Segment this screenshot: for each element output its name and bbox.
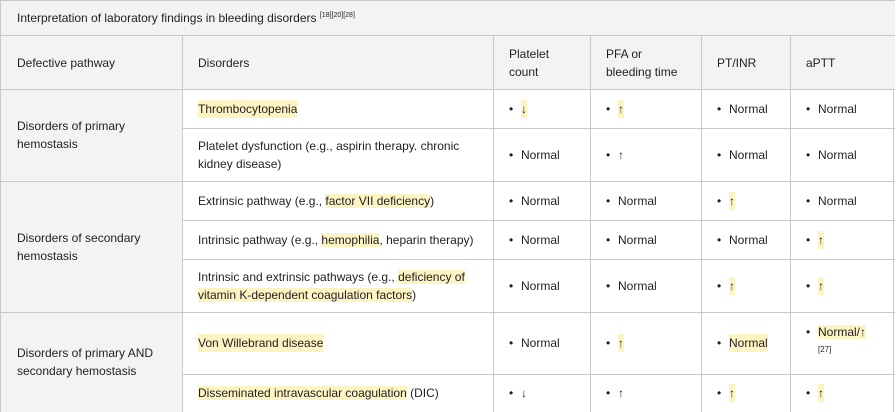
header-platelet-count: Platelet count xyxy=(493,36,590,89)
disorder-intrinsic-pathway: Intrinsic pathway (e.g., hemophilia, hep… xyxy=(198,232,474,247)
column-divider xyxy=(182,36,183,412)
vwd-platelet-count: • Normal xyxy=(509,336,560,350)
row-divider xyxy=(1,181,895,182)
both-pt-inr: • ↑ xyxy=(717,276,735,295)
table-caption: Interpretation of laboratory findings in… xyxy=(1,0,895,36)
vwd-aptt-reference[interactable]: [27] xyxy=(818,345,832,354)
group-primary-hemostasis: Disorders of primary hemostasis xyxy=(1,89,182,181)
vwd-aptt: • Normal/↑ [27] xyxy=(790,312,895,374)
thrombo-pfa: • ↑ xyxy=(606,99,624,118)
disorder-von-willebrand: Von Willebrand disease xyxy=(182,312,493,374)
dic-aptt: • ↑ xyxy=(806,384,824,402)
vwd-pfa: • ↑ xyxy=(606,334,624,352)
disorder-dic: Disseminated intravascular coagulation (… xyxy=(198,386,439,400)
thrombo-pt-inr: • Normal xyxy=(717,101,768,116)
both-pfa: • Normal xyxy=(606,278,657,293)
platelet-dys-pt-inr: • Normal xyxy=(717,147,768,162)
row-divider xyxy=(182,259,895,260)
header-aptt: aPTT xyxy=(790,36,895,89)
header-pfa-bleeding-time: PFA or bleeding time xyxy=(590,36,701,89)
group-secondary-hemostasis: Disorders of secondary hemostasis xyxy=(1,181,182,312)
hemophilia-link[interactable]: hemophilia xyxy=(321,232,380,247)
extrinsic-aptt: • Normal xyxy=(806,193,857,208)
intrinsic-pt-inr: • Normal xyxy=(717,232,768,247)
vitamin-k-deficiency-link-cont[interactable]: vitamin K-dependent coagulation factors xyxy=(198,287,413,302)
dic-link[interactable]: Disseminated intravascular coagulation xyxy=(198,386,407,400)
row-divider xyxy=(182,374,895,375)
dic-pfa: • ↑ xyxy=(606,386,624,400)
column-divider xyxy=(790,36,791,412)
disorder-both-pathways: Intrinsic and extrinsic pathways (e.g., … xyxy=(198,269,465,302)
von-willebrand-link[interactable]: Von Willebrand disease xyxy=(198,334,324,352)
row-divider xyxy=(1,89,895,90)
disorder-extrinsic-pathway: Extrinsic pathway (e.g., factor VII defi… xyxy=(198,193,435,208)
platelet-dys-pfa: • ↑ xyxy=(606,147,624,162)
intrinsic-pfa: • Normal xyxy=(606,232,657,247)
vwd-pt-inr: • Normal xyxy=(717,334,768,352)
disorder-platelet-dysfunction: Platelet dysfunction (e.g., aspirin ther… xyxy=(198,138,460,171)
caption-title: Interpretation of laboratory findings in… xyxy=(17,11,317,25)
row-divider xyxy=(182,128,895,129)
platelet-dys-platelet-count: • Normal xyxy=(509,147,560,162)
extrinsic-platelet-count: • Normal xyxy=(509,193,560,208)
vitamin-k-deficiency-link[interactable]: deficiency of xyxy=(398,269,465,284)
factor-vii-deficiency-link[interactable]: factor VII deficiency xyxy=(325,193,431,208)
header-defective-pathway: Defective pathway xyxy=(1,36,182,89)
intrinsic-aptt: • ↑ xyxy=(806,230,824,249)
extrinsic-pfa: • Normal xyxy=(606,193,657,208)
thrombocytopenia-link[interactable]: Thrombocytopenia xyxy=(198,99,298,118)
group-primary-and-secondary: Disorders of primary AND secondary hemost… xyxy=(1,312,182,412)
caption-references[interactable]: [18][20][28] xyxy=(319,12,355,19)
column-divider xyxy=(493,36,494,412)
column-divider xyxy=(701,36,702,412)
thrombo-platelet-count: • ↓ xyxy=(509,99,527,118)
row-divider xyxy=(1,312,895,313)
dic-platelet-count: • ↓ xyxy=(509,386,527,400)
disorder-thrombocytopenia: Thrombocytopenia xyxy=(182,89,493,128)
intrinsic-platelet-count: • Normal xyxy=(509,232,560,247)
dic-pt-inr: • ↑ xyxy=(717,384,735,402)
both-aptt: • ↑ xyxy=(806,276,824,295)
both-platelet-count: • Normal xyxy=(509,278,560,293)
row-divider xyxy=(182,220,895,221)
platelet-dys-aptt: • Normal xyxy=(806,147,857,162)
header-disorders: Disorders xyxy=(182,36,493,89)
header-pt-inr: PT/INR xyxy=(701,36,790,89)
extrinsic-pt-inr: • ↑ xyxy=(717,191,735,210)
column-divider xyxy=(590,36,591,412)
thrombo-aptt: • Normal xyxy=(806,101,857,116)
